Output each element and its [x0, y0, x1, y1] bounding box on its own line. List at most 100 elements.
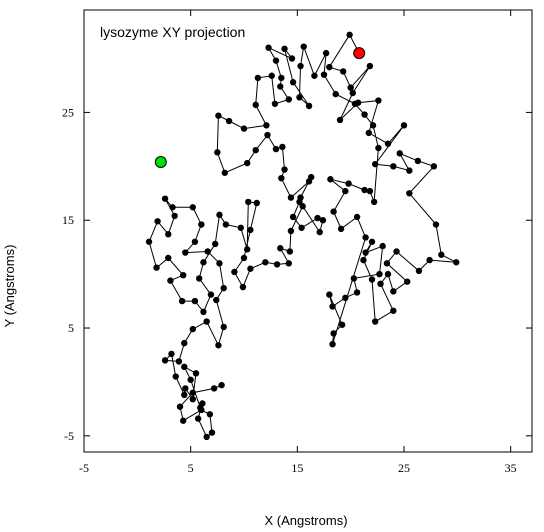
data-point	[272, 145, 280, 153]
data-point	[330, 330, 337, 337]
data-point	[198, 221, 205, 228]
data-point	[206, 411, 214, 418]
data-point	[175, 358, 183, 365]
data-point	[182, 385, 189, 392]
y-axis-title: Y (Angstroms)	[2, 245, 17, 328]
data-point	[208, 429, 216, 436]
data-point	[362, 234, 369, 241]
data-point	[297, 62, 304, 70]
data-point	[288, 55, 296, 62]
data-point	[327, 176, 334, 183]
data-point	[281, 166, 288, 173]
data-point	[215, 112, 222, 119]
data-point	[161, 195, 169, 202]
data-point	[430, 163, 438, 170]
data-point	[215, 342, 222, 349]
data-point	[329, 303, 336, 310]
data-point	[194, 415, 202, 422]
data-point	[353, 213, 361, 221]
data-point	[271, 100, 279, 107]
data-point	[171, 212, 178, 220]
x-tick-labels: -5 5 15 25 35	[79, 461, 517, 475]
x-tick-label: -5	[79, 461, 89, 475]
x-tick-label: 25	[398, 461, 410, 475]
data-point	[176, 403, 184, 410]
data-point	[279, 143, 286, 151]
data-point	[390, 288, 397, 295]
data-point	[191, 297, 199, 305]
data-point	[369, 122, 377, 129]
data-point	[281, 45, 288, 53]
data-point	[338, 321, 346, 328]
data-point	[353, 289, 361, 296]
plot-title: lysozyme XY projection	[100, 24, 245, 40]
data-point	[196, 275, 203, 282]
data-point	[189, 389, 196, 396]
y-tick-label: 5	[68, 321, 74, 335]
data-point	[272, 57, 280, 64]
data-point	[414, 157, 422, 165]
data-point	[320, 71, 328, 78]
data-point	[379, 242, 386, 250]
data-point	[145, 238, 153, 245]
data-point	[361, 111, 368, 118]
data-point	[360, 256, 367, 264]
data-point	[287, 194, 295, 201]
data-point	[365, 129, 372, 137]
data-point	[168, 350, 175, 358]
data-point	[278, 74, 285, 82]
data-point	[210, 385, 218, 392]
data-point	[187, 376, 194, 383]
data-point	[165, 231, 172, 238]
plot-frame	[83, 9, 533, 453]
data-point	[200, 308, 207, 316]
data-point	[245, 198, 252, 206]
data-point	[189, 204, 196, 211]
data-point	[182, 249, 189, 256]
data-point	[336, 116, 344, 124]
data-point	[225, 117, 233, 125]
data-point	[285, 96, 292, 103]
data-point	[326, 63, 333, 71]
x-tick-label: 35	[505, 461, 517, 475]
data-point	[180, 272, 187, 279]
data-point	[237, 224, 244, 231]
data-point	[172, 373, 179, 380]
data-point	[253, 199, 260, 207]
data-point	[453, 259, 460, 266]
data-point	[198, 406, 205, 414]
data-point	[326, 291, 333, 298]
data-point	[277, 245, 284, 252]
data-point	[240, 254, 248, 262]
data-point	[347, 84, 354, 91]
data-point	[165, 254, 172, 262]
data-point	[216, 260, 223, 267]
data-point	[370, 198, 378, 206]
data-point	[244, 246, 251, 253]
data-point	[375, 97, 382, 104]
data-point	[154, 218, 161, 225]
data-point	[342, 187, 349, 195]
data-point	[362, 249, 369, 256]
data-point	[169, 204, 176, 211]
data-point	[189, 395, 196, 403]
data-point	[265, 44, 272, 51]
terminus-red-point	[353, 47, 366, 60]
data-point	[415, 267, 423, 275]
y-tick-labels: -5 5 15 25	[62, 105, 74, 442]
data-point	[153, 264, 160, 271]
data-point	[287, 227, 295, 235]
data-point	[406, 190, 413, 197]
data-point	[221, 169, 228, 176]
data-point	[203, 318, 210, 325]
data-point	[393, 248, 400, 255]
data-point	[203, 433, 210, 441]
data-point	[342, 294, 349, 302]
data-point	[400, 122, 408, 129]
data-point	[404, 278, 411, 285]
data-point	[181, 339, 188, 347]
data-point	[220, 284, 227, 292]
data-point	[178, 297, 186, 305]
data-point	[289, 213, 297, 221]
